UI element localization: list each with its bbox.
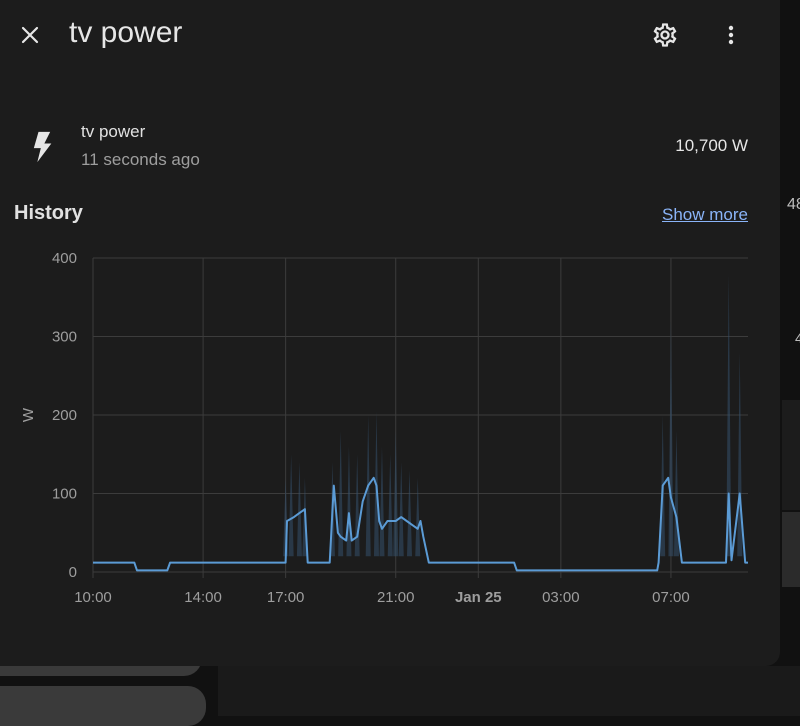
entity-last-changed: 11 seconds ago	[81, 150, 200, 169]
y-tick-label: 200	[52, 407, 77, 424]
x-tick-label: 14:00	[184, 589, 222, 606]
more-info-dialog: tv power tv power 11 seconds ago 10,700 …	[0, 0, 780, 666]
close-button[interactable]	[10, 15, 50, 55]
x-tick-label: 17:00	[267, 589, 305, 606]
max-spike	[398, 462, 404, 557]
dots-vertical-icon	[728, 25, 734, 45]
x-tick-label: 10:00	[74, 589, 112, 606]
y-axis-label: W	[20, 407, 37, 422]
close-icon	[21, 26, 39, 44]
max-spike	[296, 462, 302, 557]
settings-button[interactable]	[645, 15, 685, 55]
max-spike	[415, 477, 421, 557]
max-spike	[379, 446, 385, 557]
background-fragment: 4	[795, 330, 800, 346]
background-card	[782, 512, 800, 587]
flash-icon	[33, 131, 52, 163]
series-line	[93, 476, 748, 572]
background-card	[782, 400, 800, 510]
y-tick-label: 100	[52, 486, 77, 503]
entity-state: 10,700 W	[675, 136, 748, 155]
more-options-button[interactable]	[711, 15, 751, 55]
y-tick-label: 400	[52, 250, 77, 267]
x-tick-label: Jan 25	[455, 589, 502, 606]
dialog-title: tv power	[69, 16, 183, 49]
background-fragment: 48	[787, 196, 800, 213]
history-chart[interactable]: 0 100 200 300 400 10:00 14:00 17:00 21:00 Jan 25 0…	[0, 240, 780, 620]
max-spike	[354, 454, 360, 557]
max-spike	[726, 273, 732, 557]
background-button[interactable]	[0, 686, 206, 726]
show-more-link[interactable]: Show more	[662, 205, 748, 224]
x-tick-label: 07:00	[652, 589, 690, 606]
background-panel	[218, 666, 800, 716]
y-tick-label: 300	[52, 329, 77, 346]
gear-icon	[653, 23, 677, 47]
x-tick-label: 03:00	[542, 589, 580, 606]
max-spike	[288, 454, 294, 557]
history-title: History	[14, 202, 83, 224]
x-tick-label: 21:00	[377, 589, 415, 606]
max-spike	[668, 320, 674, 557]
max-spike	[387, 454, 393, 557]
max-spike	[338, 430, 344, 557]
max-spike	[406, 469, 412, 557]
y-tick-label: 0	[69, 564, 77, 581]
max-spike	[393, 430, 399, 557]
entity-name: tv power	[81, 122, 146, 141]
